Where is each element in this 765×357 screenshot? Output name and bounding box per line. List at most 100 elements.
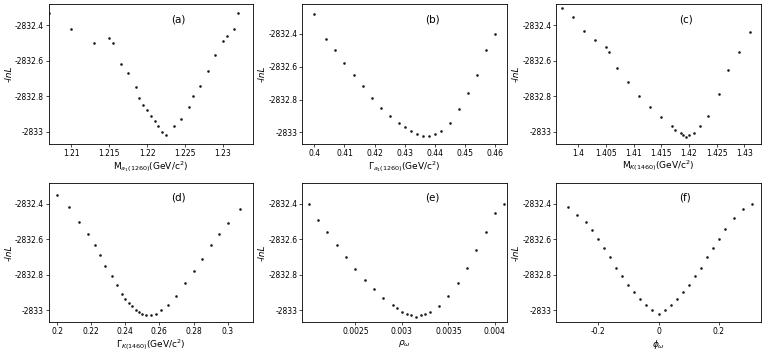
Point bbox=[737, 206, 749, 212]
Point bbox=[107, 40, 119, 46]
Point bbox=[204, 242, 216, 247]
Point bbox=[220, 33, 233, 39]
Point bbox=[744, 30, 756, 35]
Point bbox=[312, 217, 324, 223]
Point bbox=[129, 85, 142, 90]
Point bbox=[122, 300, 135, 306]
Point bbox=[155, 307, 168, 313]
Point bbox=[116, 291, 128, 297]
Point bbox=[88, 40, 100, 46]
Y-axis label: -lnL: -lnL bbox=[258, 66, 267, 82]
Point bbox=[589, 37, 601, 42]
Point bbox=[680, 134, 692, 140]
Point bbox=[321, 36, 333, 41]
Y-axis label: -lnL: -lnL bbox=[512, 244, 521, 261]
Point bbox=[480, 47, 492, 53]
Point bbox=[586, 227, 598, 233]
X-axis label: $\phi_{\omega}$: $\phi_{\omega}$ bbox=[652, 338, 665, 351]
Point bbox=[480, 229, 492, 235]
Point bbox=[746, 201, 758, 207]
Point bbox=[665, 302, 677, 307]
Point bbox=[721, 67, 734, 72]
Text: (c): (c) bbox=[679, 14, 693, 24]
Point bbox=[233, 206, 246, 212]
Point bbox=[489, 210, 501, 216]
X-axis label: M$_{a_1(1260)}$(GeV/c$^2$): M$_{a_1(1260)}$(GeV/c$^2$) bbox=[113, 159, 188, 174]
Point bbox=[489, 31, 501, 37]
Point bbox=[51, 192, 63, 198]
X-axis label: M$_{K(1460)}$(GeV/c$^2$): M$_{K(1460)}$(GeV/c$^2$) bbox=[622, 159, 695, 174]
Point bbox=[93, 252, 106, 258]
Point bbox=[136, 311, 148, 316]
Point bbox=[422, 133, 435, 139]
Point bbox=[152, 123, 164, 129]
Point bbox=[399, 125, 411, 130]
Point bbox=[617, 273, 629, 279]
Point bbox=[202, 69, 214, 74]
Point bbox=[150, 311, 162, 316]
Point bbox=[133, 95, 145, 101]
Point bbox=[433, 303, 445, 309]
Point bbox=[405, 128, 417, 134]
Point bbox=[175, 116, 187, 122]
Point bbox=[187, 268, 200, 274]
Point bbox=[728, 215, 740, 221]
Point bbox=[392, 120, 405, 125]
Point bbox=[442, 293, 454, 299]
Point bbox=[695, 265, 707, 270]
Point bbox=[148, 118, 161, 124]
Point bbox=[213, 231, 225, 237]
Point bbox=[359, 277, 371, 283]
Point bbox=[640, 302, 653, 307]
Point bbox=[330, 242, 343, 247]
Point bbox=[428, 131, 441, 137]
Point bbox=[405, 312, 418, 318]
Point bbox=[171, 293, 183, 299]
Point bbox=[451, 281, 464, 286]
Point bbox=[347, 72, 360, 78]
Point bbox=[340, 254, 352, 260]
Point bbox=[126, 303, 138, 309]
Point bbox=[646, 307, 659, 313]
Point bbox=[444, 120, 456, 125]
Point bbox=[644, 104, 656, 110]
Point bbox=[655, 115, 667, 120]
Point bbox=[718, 226, 731, 231]
Point bbox=[391, 305, 403, 311]
Point bbox=[713, 91, 725, 97]
Point bbox=[600, 44, 612, 50]
Point bbox=[435, 128, 447, 134]
Point bbox=[688, 130, 701, 136]
Point bbox=[356, 84, 369, 89]
Point bbox=[498, 201, 510, 207]
Point bbox=[653, 311, 665, 316]
Point bbox=[330, 47, 342, 53]
Point bbox=[707, 245, 719, 251]
Point bbox=[160, 132, 172, 138]
Point bbox=[670, 297, 682, 302]
Point bbox=[622, 282, 634, 288]
Point bbox=[628, 290, 640, 295]
Point bbox=[598, 245, 610, 251]
Point bbox=[106, 273, 118, 279]
Point bbox=[368, 286, 380, 292]
Point bbox=[567, 14, 579, 19]
Point bbox=[338, 60, 350, 66]
Point bbox=[396, 309, 408, 315]
Point bbox=[592, 236, 604, 242]
Point bbox=[216, 39, 229, 44]
Point bbox=[633, 93, 645, 99]
Point bbox=[209, 52, 221, 58]
Point bbox=[386, 302, 399, 307]
Text: (f): (f) bbox=[679, 193, 691, 203]
Point bbox=[682, 282, 695, 288]
Point bbox=[137, 102, 149, 108]
Point bbox=[415, 312, 427, 318]
Point bbox=[82, 231, 94, 237]
Point bbox=[321, 229, 334, 235]
Point bbox=[222, 221, 234, 226]
Point bbox=[73, 219, 86, 225]
Point bbox=[187, 93, 199, 99]
Point bbox=[141, 107, 153, 113]
Point bbox=[683, 132, 695, 138]
